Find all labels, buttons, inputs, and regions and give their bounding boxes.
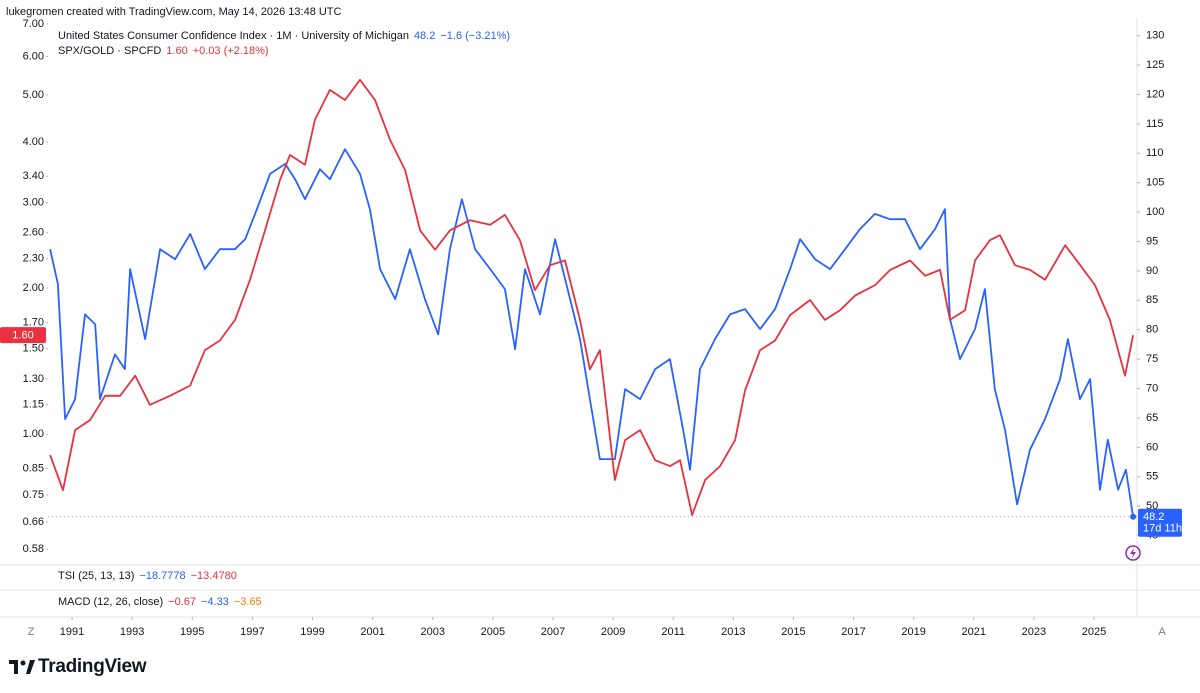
y-tick-label: 0.85	[23, 462, 44, 474]
price-badge	[0, 327, 46, 344]
x-tick-label: 2001	[360, 626, 384, 638]
x-tick-label: 2007	[541, 626, 565, 638]
series-line	[49, 148, 1134, 517]
indicator-name: TSI (25, 13, 13)	[58, 570, 135, 582]
y-tick-label: 3.40	[23, 170, 44, 182]
x-edge-label: Z	[28, 626, 35, 638]
y2-tick-label: 105	[1146, 177, 1164, 189]
indicator-reading: −13.4780	[190, 570, 237, 582]
y2-tick-label: 100	[1146, 206, 1164, 218]
header: lukegromen created with TradingView.com,…	[6, 6, 342, 18]
legend-value: 48.2	[413, 30, 436, 42]
indicator-reading: −4.33	[201, 596, 229, 608]
legend-name: United States Consumer Confidence Index …	[58, 30, 409, 42]
indicator-name: MACD (12, 26, close)	[58, 596, 164, 608]
price-badge	[1138, 508, 1182, 537]
last-point	[1130, 513, 1137, 520]
alert-icon	[1125, 545, 1141, 561]
y-tick-label: 0.58	[23, 543, 44, 555]
y2-tick-label: 90	[1146, 265, 1158, 277]
y2-tick-label: 75	[1146, 353, 1158, 365]
indicator-legend: TSI (25, 13, 13) −18.7778 −13.4780	[58, 570, 242, 582]
series-line	[49, 78, 1134, 516]
y-tick-label: 1.15	[23, 399, 44, 411]
y-tick-label: 1.30	[23, 373, 44, 385]
y-tick-label: 6.00	[23, 50, 44, 62]
legend-row: United States Consumer Confidence Index …	[58, 29, 515, 44]
x-tick-label: 2013	[721, 626, 745, 638]
y-tick-label: 4.00	[23, 136, 44, 148]
x-tick-label: 2019	[901, 626, 925, 638]
y2-tick-label: 110	[1146, 147, 1164, 159]
x-edge-label: A	[1158, 626, 1166, 638]
x-tick-label: 2009	[601, 626, 625, 638]
x-tick-label: 2017	[841, 626, 865, 638]
indicator-reading: −3.65	[233, 596, 262, 608]
indicator-legend: MACD (12, 26, close) −0.67 −4.33 −3.65	[58, 596, 267, 608]
x-tick-label: 1999	[300, 626, 324, 638]
y-tick-label: 5.00	[23, 89, 44, 101]
x-tick-label: 2011	[661, 626, 685, 638]
legend-row: SPX/GOLD · SPCFD 1.60 +0.03 (+2.18%)	[58, 44, 515, 59]
y2-tick-label: 95	[1146, 235, 1158, 247]
y2-tick-label: 120	[1146, 88, 1164, 100]
y2-tick-label: 130	[1146, 30, 1164, 42]
brand: TradingView	[38, 656, 147, 677]
y2-tick-label: 70	[1146, 382, 1158, 394]
x-tick-label: 2021	[962, 626, 986, 638]
y-tick-label: 1.70	[23, 316, 44, 328]
legend: United States Consumer Confidence Index …	[58, 29, 515, 59]
y-tick-label: 3.00	[23, 197, 44, 209]
legend-change: −1.6 (−3.21%)	[440, 30, 511, 42]
y2-tick-label: 115	[1146, 118, 1164, 130]
y-tick-label: 2.00	[23, 282, 44, 294]
price-badge-value: 1.60	[12, 330, 33, 342]
y2-tick-label: 65	[1146, 412, 1158, 424]
indicator-reading: −0.67	[168, 596, 196, 608]
x-tick-label: 2015	[781, 626, 805, 638]
x-tick-label: 1993	[120, 626, 144, 638]
legend-value: 1.60	[166, 45, 188, 57]
y-tick-label: 2.60	[23, 227, 44, 239]
legend-name: SPX/GOLD · SPCFD	[58, 45, 162, 57]
y2-tick-label: 85	[1146, 294, 1158, 306]
x-tick-label: 1995	[180, 626, 204, 638]
y2-tick-label: 125	[1146, 59, 1164, 71]
x-tick-label: 2023	[1022, 626, 1046, 638]
x-tick-label: 2003	[420, 626, 444, 638]
y-tick-label: 1.00	[23, 428, 44, 440]
y2-tick-label: 60	[1146, 441, 1158, 453]
indicator-reading: −18.7778	[139, 570, 186, 582]
y2-tick-label: 80	[1146, 324, 1158, 336]
y2-tick-label: 55	[1146, 471, 1158, 483]
y-tick-label: 0.75	[23, 489, 44, 501]
price-badge-value: 48.2	[1143, 511, 1164, 523]
y-tick-label: 2.30	[23, 253, 44, 265]
x-tick-label: 2005	[481, 626, 505, 638]
x-tick-label: 2025	[1082, 626, 1106, 638]
legend-change: +0.03 (+2.18%)	[192, 45, 269, 57]
y-tick-label: 0.66	[23, 516, 44, 528]
logo-mark	[9, 660, 35, 674]
price-badge-countdown: 17d 11h	[1143, 523, 1182, 535]
x-tick-label: 1997	[240, 626, 264, 638]
x-tick-label: 1991	[60, 626, 84, 638]
y-tick-label: 1.50	[23, 343, 44, 355]
y-tick-label: 7.00	[23, 18, 44, 30]
